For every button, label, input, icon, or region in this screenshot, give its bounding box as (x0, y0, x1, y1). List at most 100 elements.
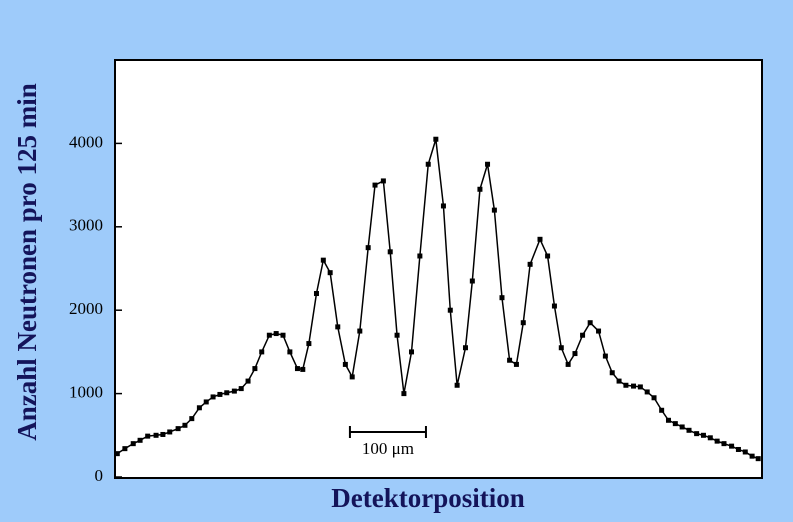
plot-area (114, 59, 763, 479)
data-point (545, 253, 551, 259)
data-point (182, 422, 188, 428)
data-point (280, 332, 286, 338)
data-point (440, 203, 446, 209)
data-point (153, 432, 159, 438)
data-point (252, 366, 258, 372)
data-point (217, 391, 223, 397)
data-point (580, 332, 586, 338)
data-point (387, 249, 393, 255)
data-point (499, 295, 505, 301)
data-point (114, 451, 120, 457)
data-point (122, 446, 128, 452)
data-point (651, 395, 657, 401)
data-point (447, 307, 453, 313)
data-point (686, 427, 692, 433)
data-point (313, 291, 319, 297)
data-point (749, 453, 755, 459)
data-point (644, 389, 650, 395)
data-point (130, 441, 136, 447)
data-point (679, 424, 685, 430)
data-point (659, 407, 665, 413)
y-tick-label: 0 (95, 466, 104, 485)
data-point (137, 437, 143, 443)
data-point (596, 328, 602, 334)
y-tick-label: 3000 (69, 216, 103, 235)
data-point (357, 328, 363, 334)
data-point (616, 378, 622, 384)
data-point (349, 374, 355, 380)
data-point (409, 349, 415, 355)
data-point (454, 382, 460, 388)
data-point (609, 370, 615, 376)
data-point (537, 236, 543, 242)
data-point (145, 433, 151, 439)
scale-bar-label: 100 μm (362, 439, 414, 458)
data-point (623, 382, 629, 388)
data-point (637, 384, 643, 390)
data-point (273, 331, 279, 337)
data-point (306, 341, 312, 347)
data-point (707, 435, 713, 441)
data-point (300, 366, 306, 372)
data-point (335, 324, 341, 330)
data-point (527, 261, 533, 267)
data-point (755, 456, 761, 462)
data-point (572, 351, 578, 357)
data-point (167, 429, 173, 435)
data-point (587, 320, 593, 326)
data-point (631, 383, 637, 389)
data-point (672, 421, 678, 427)
data-point (196, 405, 202, 411)
data-point (425, 161, 431, 167)
data-point (365, 245, 371, 251)
data-point (694, 431, 700, 437)
data-point (507, 357, 513, 363)
data-point (602, 353, 608, 359)
data-point (342, 361, 348, 367)
data-point (714, 438, 720, 444)
data-point (327, 270, 333, 276)
y-tick-label: 2000 (69, 299, 103, 318)
data-point (520, 320, 526, 326)
data-point (485, 161, 491, 167)
data-point (231, 388, 237, 394)
data-point (558, 345, 564, 351)
data-point (175, 426, 181, 432)
data-point (203, 399, 209, 405)
y-tick-label: 4000 (69, 132, 103, 151)
data-point (266, 332, 272, 338)
data-point (245, 378, 251, 384)
data-point (735, 446, 741, 452)
data-point (721, 441, 727, 447)
data-point (700, 432, 706, 438)
y-axis-title: Anzahl Neutronen pro 125 min (12, 83, 42, 441)
data-point (469, 278, 475, 284)
data-point (394, 332, 400, 338)
data-point (665, 417, 671, 423)
data-point (224, 390, 230, 396)
data-point (294, 366, 300, 372)
data-point (433, 136, 439, 142)
data-point (417, 253, 423, 259)
data-point (238, 386, 244, 392)
data-point (259, 349, 265, 355)
data-point (565, 361, 571, 367)
data-point (477, 186, 483, 192)
data-point (742, 449, 748, 455)
data-point (462, 345, 468, 351)
data-point (401, 391, 407, 397)
data-point (380, 178, 386, 184)
data-point (551, 303, 557, 309)
data-point (320, 257, 326, 263)
data-point (513, 361, 519, 367)
y-tick-label: 1000 (69, 383, 103, 402)
x-axis-title: Detektorposition (331, 483, 524, 513)
data-point (287, 349, 293, 355)
data-point (160, 431, 166, 437)
data-point (491, 207, 497, 213)
data-point (729, 443, 735, 449)
data-point (210, 394, 216, 400)
data-point (372, 182, 378, 188)
data-point (189, 416, 195, 422)
